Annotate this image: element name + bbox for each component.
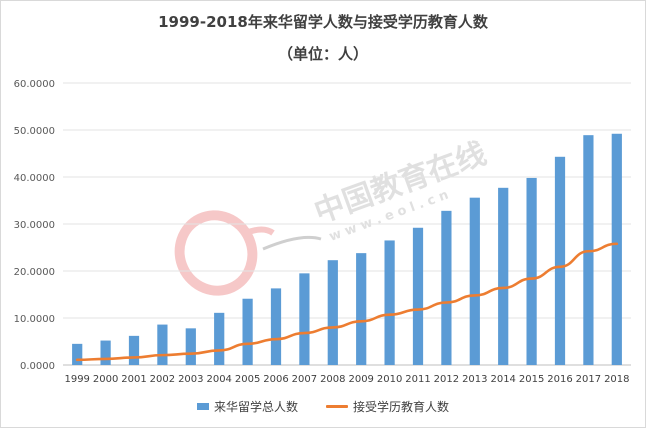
- bar: [270, 288, 282, 365]
- y-tick-label: 50.0000: [14, 126, 55, 137]
- legend-item-bar: 来华留学总人数: [196, 398, 298, 415]
- x-tick-label: 2001: [121, 374, 146, 385]
- legend-label-bar: 来华留学总人数: [213, 400, 298, 414]
- x-tick-label: 2006: [263, 374, 288, 385]
- x-tick-label: 2004: [206, 374, 231, 385]
- x-tick-label: 2000: [93, 374, 118, 385]
- x-tick-label: 2005: [235, 374, 260, 385]
- x-tick-label: 2015: [519, 374, 544, 385]
- x-tick-label: 2007: [292, 374, 317, 385]
- x-tick-label: 2010: [377, 374, 402, 385]
- bar: [526, 177, 537, 365]
- legend-line-swatch-icon: [326, 405, 348, 408]
- y-tick-label: 40.0000: [14, 173, 55, 184]
- x-tick-label: 2018: [604, 374, 629, 385]
- bar: [469, 197, 480, 365]
- legend-bar-swatch-icon: [196, 403, 209, 410]
- bar: [157, 324, 168, 365]
- bar: [384, 240, 395, 365]
- bar: [554, 156, 566, 365]
- x-tick-label: 2016: [547, 374, 572, 385]
- x-tick-label: 2013: [462, 374, 487, 385]
- bar: [214, 312, 225, 365]
- bar: [72, 343, 83, 365]
- bar: [128, 335, 140, 365]
- x-tick-label: 2009: [348, 374, 373, 385]
- x-tick-label: 2011: [405, 374, 430, 385]
- chart-subtitle: （单位：人）: [277, 45, 368, 63]
- bar: [356, 253, 367, 365]
- chart-title: 1999-2018年来华留学人数与接受学历教育人数: [158, 13, 488, 31]
- x-tick-label: 2012: [434, 374, 459, 385]
- x-tick-label: 2003: [178, 374, 203, 385]
- x-tick-label: 1999: [64, 374, 89, 385]
- y-tick-label: 10.0000: [14, 314, 55, 325]
- x-tick-label: 2014: [490, 374, 515, 385]
- bar: [100, 340, 111, 365]
- series-line: [75, 242, 619, 362]
- legend-item-line: 接受学历教育人数: [326, 398, 449, 415]
- x-tick-label: 2008: [320, 374, 345, 385]
- legend: 来华留学总人数 接受学历教育人数: [1, 398, 645, 415]
- y-tick-label: 0.0000: [20, 361, 55, 372]
- x-tick-label: 2017: [576, 374, 601, 385]
- y-tick-label: 30.0000: [14, 220, 55, 231]
- bar: [498, 187, 509, 365]
- y-tick-label: 60.0000: [14, 79, 55, 90]
- x-tick-label: 2002: [150, 374, 175, 385]
- bar: [327, 260, 338, 365]
- bar: [441, 210, 452, 365]
- y-tick-label: 20.0000: [14, 267, 55, 278]
- bar: [412, 227, 424, 365]
- bar: [611, 133, 622, 365]
- legend-label-line: 接受学历教育人数: [353, 400, 450, 414]
- bar: [299, 273, 310, 365]
- bar: [242, 298, 253, 365]
- bar: [185, 328, 196, 365]
